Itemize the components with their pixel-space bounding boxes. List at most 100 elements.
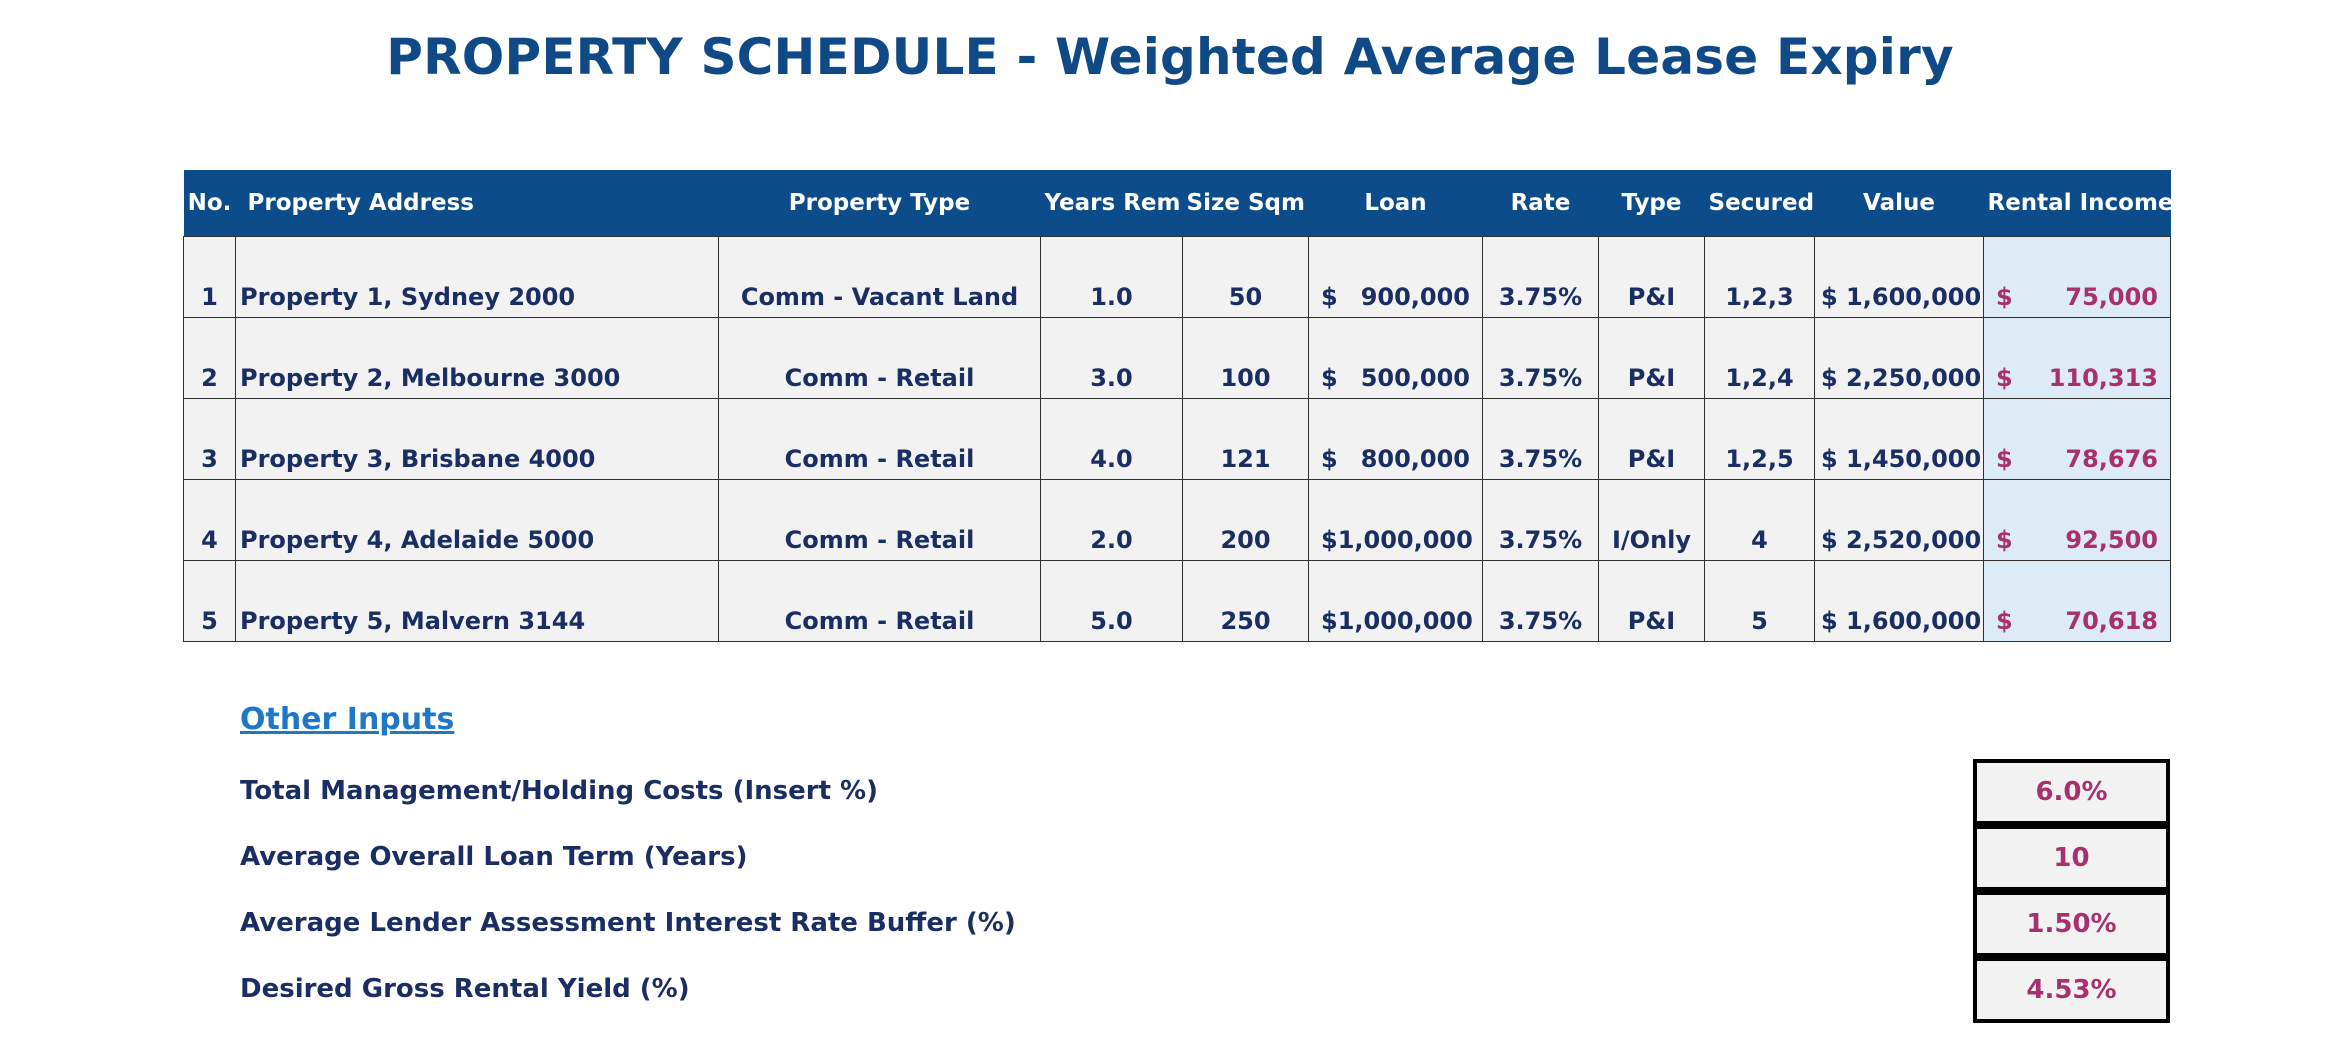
cell-no: 1 <box>183 235 236 318</box>
cell-years-rem: 2.0 <box>1040 478 1183 561</box>
cell-size: 50 <box>1182 235 1309 318</box>
cell-value: $ 1,600,000 <box>1814 559 1984 642</box>
income-amount: 92,500 <box>2065 525 2158 554</box>
cell-type: P&I <box>1598 559 1705 642</box>
cell-rental-income[interactable]: $78,676 <box>1983 397 2171 480</box>
rental-yield-label: Desired Gross Rental Yield (%) <box>240 974 690 1004</box>
cell-size: 200 <box>1182 478 1309 561</box>
cell-property-type: Comm - Vacant Land <box>718 235 1041 318</box>
table-row: 2 Property 2, Melbourne 3000 Comm - Reta… <box>183 316 2171 399</box>
cell-years-rem: 1.0 <box>1040 235 1183 318</box>
col-header-address: Property Address <box>235 170 719 236</box>
cell-loan: $500,000 <box>1308 316 1483 399</box>
cell-rate: 3.75% <box>1482 559 1599 642</box>
loan-currency: $ <box>1321 444 1338 473</box>
col-header-secured: Secured <box>1704 170 1815 236</box>
cell-address: Property 3, Brisbane 4000 <box>235 397 719 480</box>
income-currency: $ <box>1996 282 2013 311</box>
cell-address: Property 2, Melbourne 3000 <box>235 316 719 399</box>
property-schedule-table: No. Property Address Property Type Years… <box>183 170 2174 642</box>
loan-amount: 800,000 <box>1360 444 1470 473</box>
mgmt-costs-input[interactable]: 6.0% <box>1973 759 2170 825</box>
cell-secured: 1,2,5 <box>1704 397 1815 480</box>
cell-rental-income[interactable]: $75,000 <box>1983 235 2171 318</box>
cell-address: Property 4, Adelaide 5000 <box>235 478 719 561</box>
cell-address: Property 1, Sydney 2000 <box>235 235 719 318</box>
cell-type: P&I <box>1598 397 1705 480</box>
income-currency: $ <box>1996 525 2013 554</box>
cell-rental-income[interactable]: $70,618 <box>1983 559 2171 642</box>
cell-no: 5 <box>183 559 236 642</box>
income-amount: 70,618 <box>2065 606 2158 635</box>
cell-secured: 1,2,4 <box>1704 316 1815 399</box>
cell-rental-income[interactable]: $92,500 <box>1983 478 2171 561</box>
cell-size: 121 <box>1182 397 1309 480</box>
loan-amount: 900,000 <box>1360 282 1470 311</box>
table-row: 1 Property 1, Sydney 2000 Comm - Vacant … <box>183 235 2171 318</box>
loan-term-label: Average Overall Loan Term (Years) <box>240 842 748 872</box>
cell-secured: 4 <box>1704 478 1815 561</box>
col-header-years-rem: Years Rem <box>1040 170 1183 236</box>
cell-value: $ 2,250,000 <box>1814 316 1984 399</box>
income-currency: $ <box>1996 363 2013 392</box>
cell-no: 3 <box>183 397 236 480</box>
cell-value: $ 1,450,000 <box>1814 397 1984 480</box>
cell-loan: $800,000 <box>1308 397 1483 480</box>
table-row: 3 Property 3, Brisbane 4000 Comm - Retai… <box>183 397 2171 480</box>
loan-amount: 1,000,000 <box>1337 606 1473 635</box>
table-header-row: No. Property Address Property Type Years… <box>183 170 2174 236</box>
loan-amount: 1,000,000 <box>1337 525 1473 554</box>
cell-type: P&I <box>1598 316 1705 399</box>
cell-years-rem: 5.0 <box>1040 559 1183 642</box>
cell-property-type: Comm - Retail <box>718 478 1041 561</box>
income-amount: 75,000 <box>2065 282 2158 311</box>
cell-years-rem: 4.0 <box>1040 397 1183 480</box>
cell-no: 2 <box>183 316 236 399</box>
cell-address: Property 5, Malvern 3144 <box>235 559 719 642</box>
loan-term-input[interactable]: 10 <box>1973 825 2170 891</box>
col-header-no: No. <box>183 170 236 236</box>
cell-secured: 5 <box>1704 559 1815 642</box>
cell-years-rem: 3.0 <box>1040 316 1183 399</box>
cell-value: $ 2,520,000 <box>1814 478 1984 561</box>
cell-secured: 1,2,3 <box>1704 235 1815 318</box>
cell-loan: $900,000 <box>1308 235 1483 318</box>
cell-property-type: Comm - Retail <box>718 559 1041 642</box>
loan-currency: $ <box>1321 282 1338 311</box>
cell-no: 4 <box>183 478 236 561</box>
cell-type: I/Only <box>1598 478 1705 561</box>
cell-property-type: Comm - Retail <box>718 397 1041 480</box>
table-row: 5 Property 5, Malvern 3144 Comm - Retail… <box>183 559 2171 642</box>
loan-currency: $ <box>1321 606 1338 635</box>
page-title: PROPERTY SCHEDULE - Weighted Average Lea… <box>386 28 1954 86</box>
income-currency: $ <box>1996 444 2013 473</box>
cell-property-type: Comm - Retail <box>718 316 1041 399</box>
col-header-type: Type <box>1598 170 1705 236</box>
cell-type: P&I <box>1598 235 1705 318</box>
col-header-rental-income: Rental Income <box>1983 170 2174 236</box>
cell-rate: 3.75% <box>1482 316 1599 399</box>
col-header-loan: Loan <box>1308 170 1483 236</box>
cell-size: 250 <box>1182 559 1309 642</box>
cell-loan: $1,000,000 <box>1308 559 1483 642</box>
col-header-size: Size Sqm <box>1182 170 1309 236</box>
cell-rental-income[interactable]: $110,313 <box>1983 316 2171 399</box>
other-inputs-heading[interactable]: Other Inputs <box>240 702 455 737</box>
col-header-value: Value <box>1814 170 1984 236</box>
cell-rate: 3.75% <box>1482 478 1599 561</box>
cell-loan: $1,000,000 <box>1308 478 1483 561</box>
income-amount: 78,676 <box>2065 444 2158 473</box>
income-currency: $ <box>1996 606 2013 635</box>
rate-buffer-input[interactable]: 1.50% <box>1973 891 2170 957</box>
rate-buffer-label: Average Lender Assessment Interest Rate … <box>240 908 1016 938</box>
loan-amount: 500,000 <box>1360 363 1470 392</box>
mgmt-costs-label: Total Management/Holding Costs (Insert %… <box>240 776 878 806</box>
loan-currency: $ <box>1321 363 1338 392</box>
rental-yield-input[interactable]: 4.53% <box>1973 957 2170 1023</box>
col-header-rate: Rate <box>1482 170 1599 236</box>
cell-rate: 3.75% <box>1482 235 1599 318</box>
table-row: 4 Property 4, Adelaide 5000 Comm - Retai… <box>183 478 2171 561</box>
income-amount: 110,313 <box>2048 363 2158 392</box>
loan-currency: $ <box>1321 525 1338 554</box>
cell-value: $ 1,600,000 <box>1814 235 1984 318</box>
